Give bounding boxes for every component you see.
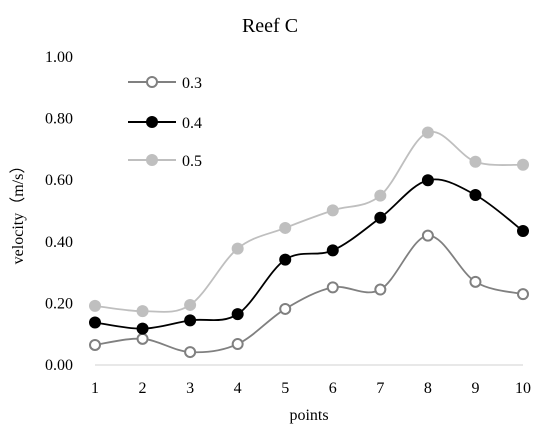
data-point — [184, 314, 197, 327]
data-point — [326, 204, 339, 217]
y-tick-label: 0.80 — [45, 111, 73, 128]
series-0-4 — [89, 174, 529, 335]
data-point — [136, 332, 149, 345]
data-point — [89, 299, 101, 312]
x-tick-label: 9 — [471, 380, 479, 397]
x-axis-label: points — [289, 407, 328, 424]
data-point — [279, 302, 292, 315]
data-point — [374, 211, 387, 224]
data-point — [279, 253, 292, 266]
series-layer — [89, 126, 529, 359]
legend-label: 0.5 — [182, 153, 202, 170]
x-tick-label: 10 — [515, 380, 531, 397]
data-point — [279, 221, 292, 234]
data-point — [326, 281, 339, 294]
legend: 0.3 0.4 0.5 — [128, 75, 202, 170]
legend-item: 0.5 — [128, 153, 202, 170]
legend-marker — [146, 154, 158, 166]
data-point — [136, 322, 149, 335]
x-tick-label: 4 — [234, 380, 242, 397]
x-tick-label: 7 — [376, 380, 384, 397]
data-point — [517, 158, 529, 171]
x-tick-label: 1 — [91, 380, 99, 397]
data-point — [517, 288, 529, 301]
legend-item: 0.4 — [128, 115, 202, 132]
data-point — [136, 305, 149, 318]
y-axis-label: velocity（m/s） — [9, 158, 27, 265]
x-axis-ticks: 1 2 3 4 5 6 7 8 9 10 — [91, 380, 531, 397]
data-point — [517, 225, 529, 238]
data-point — [469, 188, 482, 201]
series-line — [94, 234, 524, 354]
data-point — [184, 298, 197, 311]
legend-marker — [146, 76, 158, 88]
data-point — [89, 316, 101, 329]
data-point — [231, 242, 244, 255]
y-tick-label: 0.20 — [45, 295, 73, 312]
data-point — [231, 308, 244, 321]
y-tick-label: 0.00 — [45, 357, 73, 374]
data-point — [421, 229, 434, 242]
data-point — [184, 346, 197, 359]
data-point — [469, 275, 482, 288]
data-point — [326, 244, 339, 257]
legend-marker — [146, 116, 158, 128]
data-point — [421, 174, 434, 187]
y-tick-label: 0.60 — [45, 172, 73, 189]
series-0-5 — [89, 126, 529, 318]
data-point — [469, 155, 482, 168]
x-tick-label: 5 — [281, 380, 289, 397]
data-point — [374, 283, 387, 296]
x-tick-label: 2 — [139, 380, 147, 397]
legend-label: 0.4 — [182, 115, 202, 132]
y-axis-ticks: 0.00 0.20 0.40 0.60 0.80 1.00 — [45, 49, 73, 374]
series-0-3 — [89, 229, 529, 359]
data-point — [374, 189, 387, 202]
y-tick-label: 1.00 — [45, 49, 73, 66]
data-point — [89, 338, 101, 351]
chart-title: Reef C — [242, 15, 298, 37]
data-point — [231, 338, 244, 351]
x-tick-label: 3 — [186, 380, 194, 397]
data-point — [421, 126, 434, 139]
legend-label: 0.3 — [182, 75, 202, 92]
series-line — [94, 178, 524, 330]
x-tick-label: 8 — [424, 380, 432, 397]
series-line — [94, 130, 524, 313]
legend-item: 0.3 — [128, 75, 202, 92]
y-tick-label: 0.40 — [45, 234, 73, 251]
x-tick-label: 6 — [329, 380, 337, 397]
